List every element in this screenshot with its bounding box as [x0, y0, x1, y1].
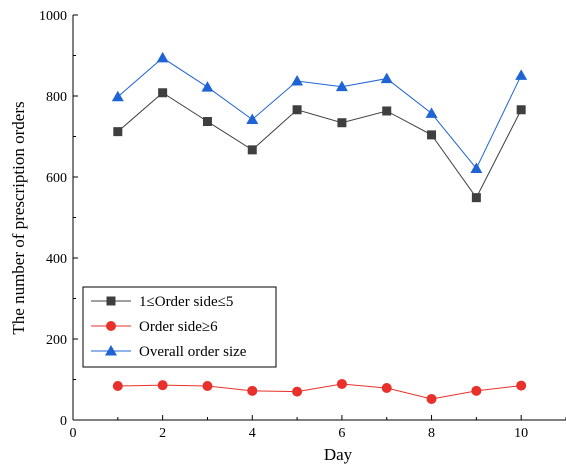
- legend-marker: [106, 321, 116, 331]
- data-point-series-1: [113, 127, 123, 137]
- data-point-series-2: [292, 386, 303, 397]
- data-point-series-1: [158, 88, 168, 98]
- x-tick-label: 10: [514, 426, 528, 441]
- y-tick-label: 1000: [39, 9, 67, 24]
- data-point-series-1: [202, 117, 212, 127]
- series-line-2: [117, 383, 522, 400]
- x-tick-label: 6: [338, 426, 345, 441]
- y-tick-label: 200: [46, 333, 67, 348]
- data-point-series-3: [156, 51, 169, 63]
- data-point-series-2: [336, 378, 347, 389]
- legend-label: Overall order size: [139, 344, 247, 360]
- data-point-series-2: [112, 380, 123, 391]
- series-line-3: [117, 57, 522, 170]
- data-point-series-3: [201, 81, 214, 92]
- legend-label: Order side≥6: [139, 319, 218, 335]
- legend-marker: [105, 345, 117, 356]
- data-point-series-3: [380, 72, 393, 84]
- legend-label: 1≤Order side≤5: [139, 294, 233, 310]
- data-point-series-1: [337, 118, 347, 128]
- data-point-series-2: [157, 380, 168, 391]
- x-tick-label: 8: [428, 426, 435, 441]
- x-tick-label: 0: [70, 426, 77, 441]
- data-point-series-3: [470, 162, 483, 173]
- data-point-series-2: [202, 380, 213, 391]
- data-point-series-1: [471, 193, 481, 203]
- y-tick-label: 0: [60, 414, 67, 429]
- data-point-series-3: [425, 107, 438, 118]
- data-point-series-1: [427, 130, 437, 140]
- data-point-series-2: [471, 385, 482, 396]
- data-point-series-3: [515, 69, 528, 80]
- data-point-series-1: [247, 145, 257, 155]
- x-tick-label: 4: [249, 426, 256, 441]
- data-point-series-2: [381, 383, 392, 394]
- series-line-1: [117, 92, 522, 199]
- legend-marker: [106, 296, 116, 306]
- data-point-series-3: [291, 75, 304, 86]
- data-point-series-2: [247, 385, 258, 396]
- y-axis-label: The number of prescription orders: [9, 101, 28, 334]
- data-point-series-2: [516, 380, 527, 391]
- data-point-series-3: [246, 113, 259, 124]
- x-tick-label: 2: [159, 426, 166, 441]
- data-point-series-1: [516, 105, 526, 115]
- x-axis-label: Day: [324, 445, 353, 464]
- y-tick-label: 400: [46, 252, 67, 267]
- data-point-series-3: [335, 80, 348, 92]
- y-tick-label: 800: [46, 90, 67, 105]
- y-tick-label: 600: [46, 171, 67, 186]
- data-point-series-1: [382, 106, 392, 116]
- data-point-series-2: [426, 393, 437, 404]
- data-point-series-1: [292, 105, 302, 115]
- plot-area: 0 200 400 600 800 1000 0 2 4 6 8 10 1≤Order side≤5 Or…: [39, 9, 566, 441]
- data-point-series-3: [111, 90, 124, 102]
